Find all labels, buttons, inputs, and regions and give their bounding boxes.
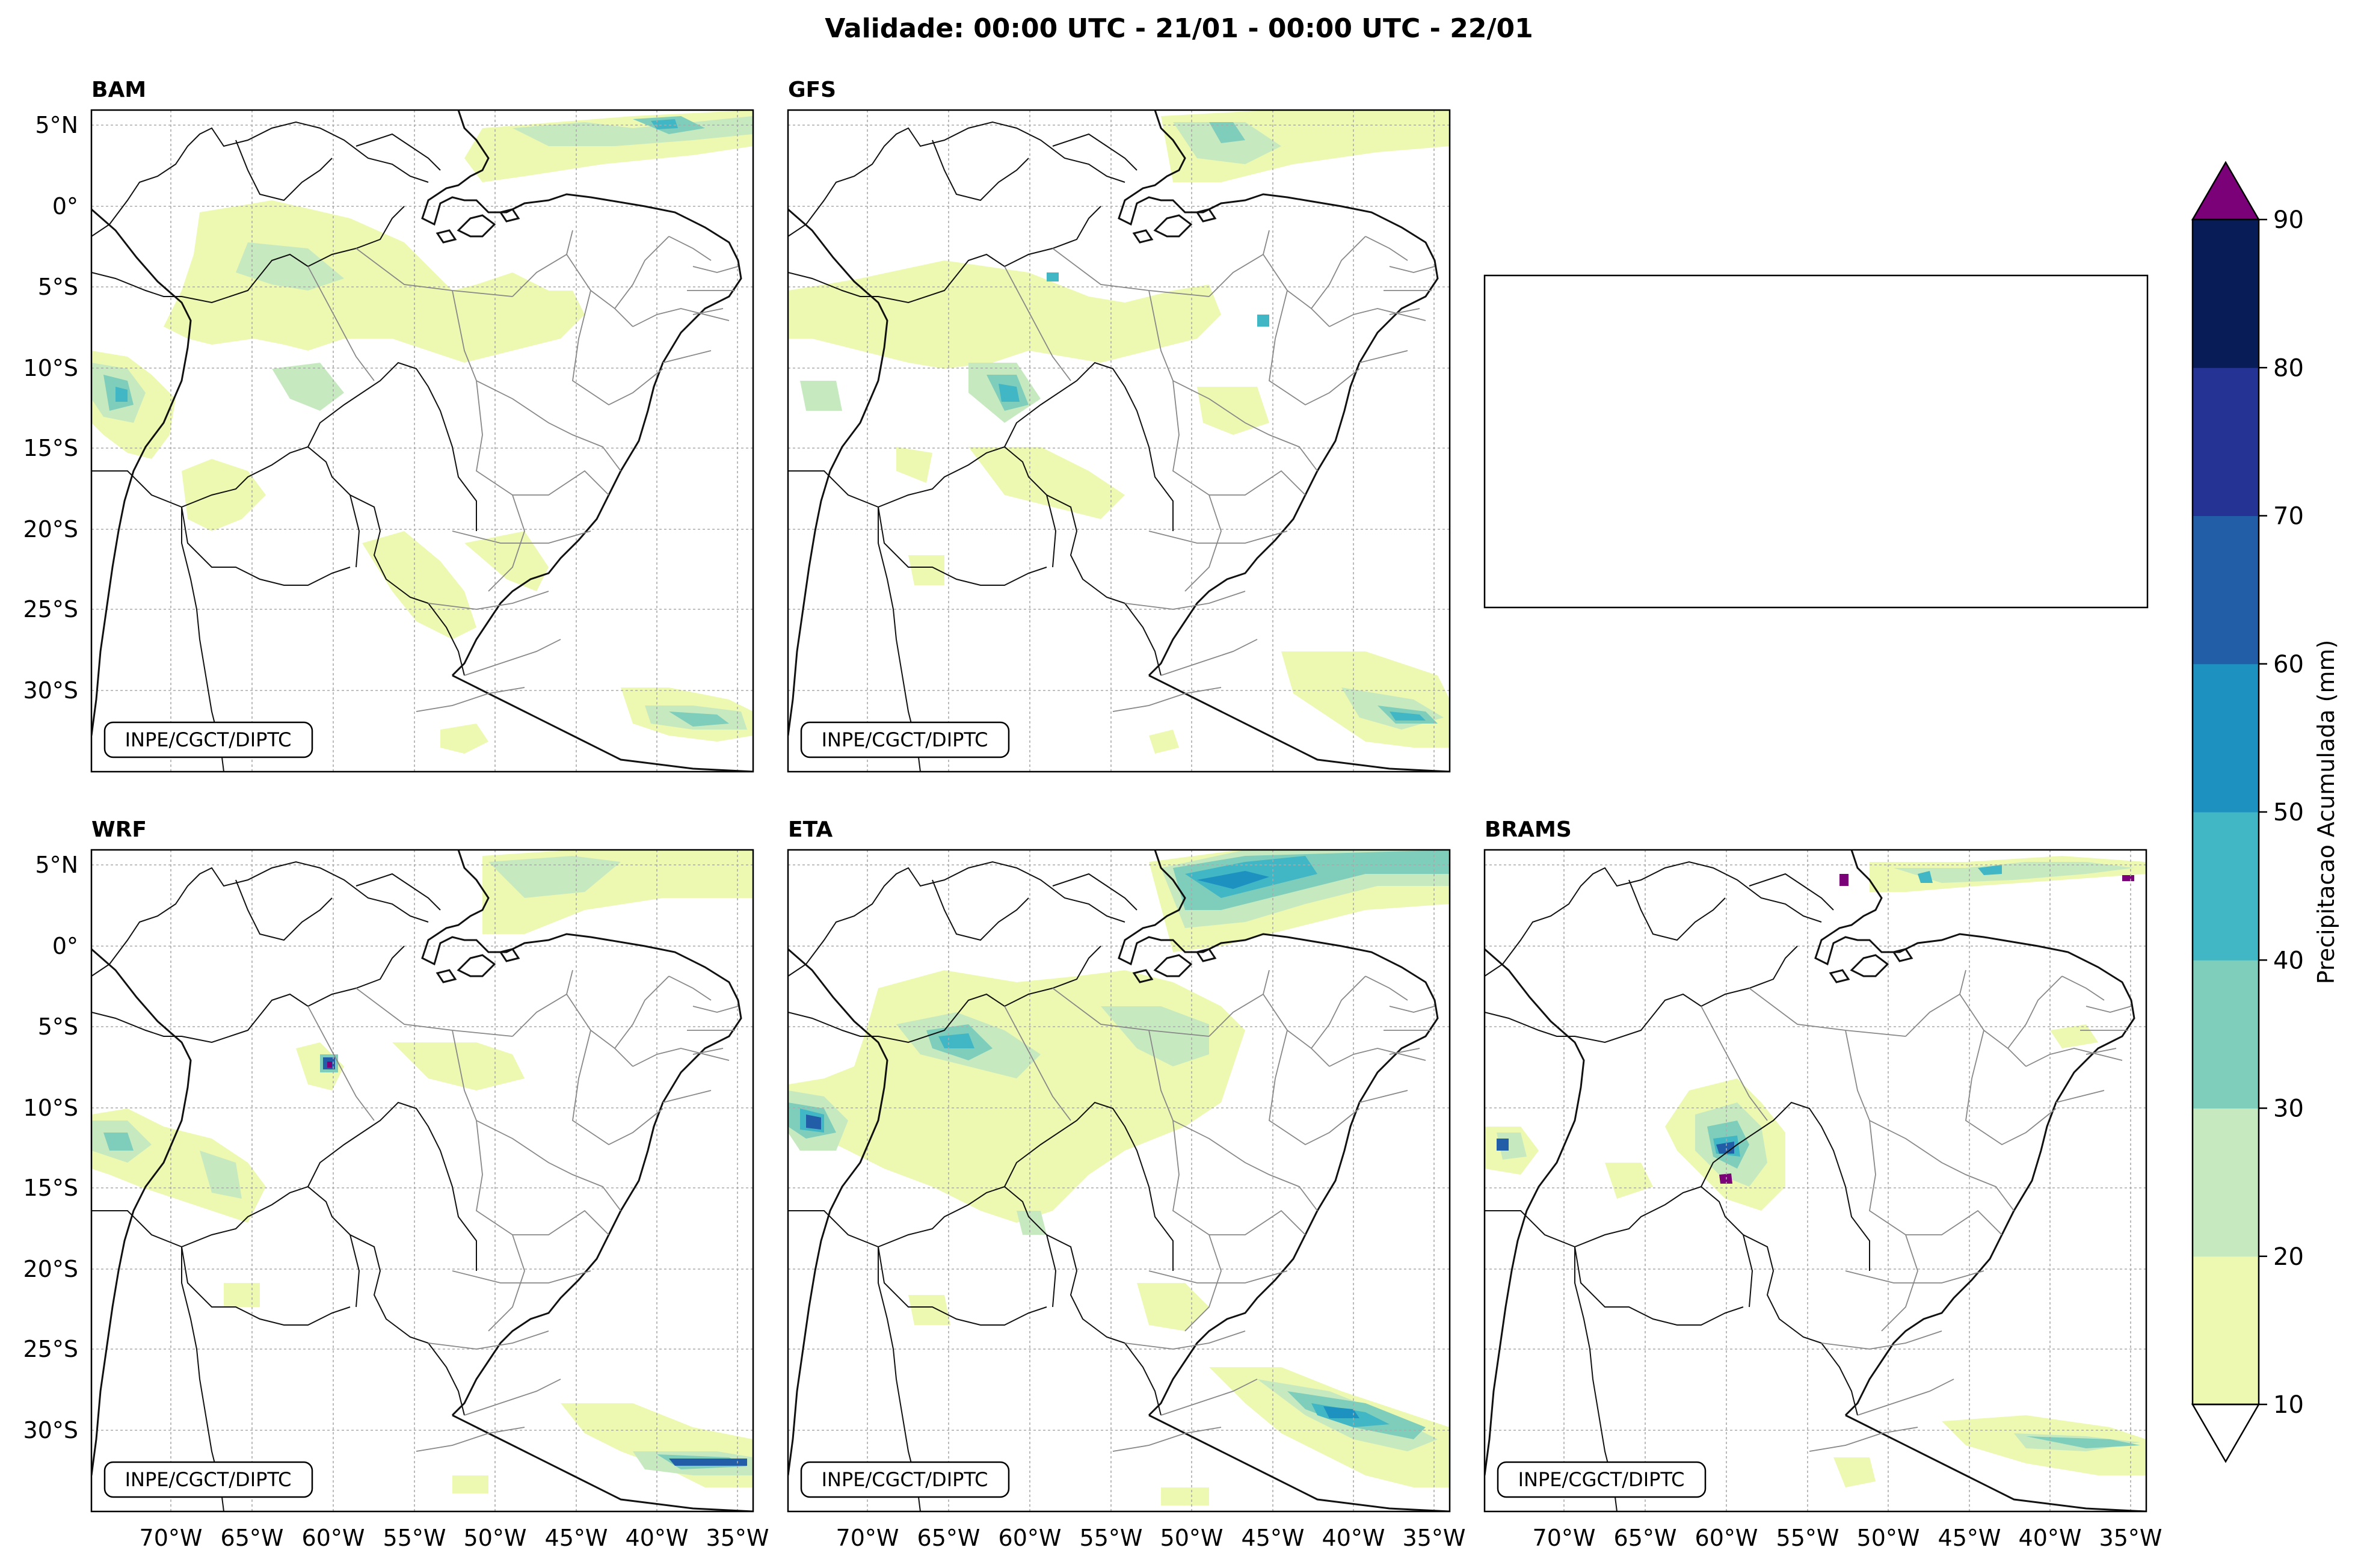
figure-title: Validade: 00:00 UTC - 21/01 - 00:00 UTC … [825,13,1533,44]
colorbar-bin [2193,812,2259,961]
colorbar-bin [2193,960,2259,1108]
lat-tick-label: 25°S [23,1336,78,1362]
lat-tick-label: 5°S [38,1013,78,1040]
map-frame [90,109,754,773]
credit-text: INPE/CGCT/DIPTC [125,728,292,751]
lat-tick-label: 20°S [23,516,78,543]
lat-tick-label: 5°S [38,274,78,300]
panel-bam: BAM INPE/CGCT/DIPTC [90,78,754,773]
lon-tick-label: 55°W [1080,1525,1143,1551]
colorbar-tick-label: 10 [2273,1391,2304,1419]
credit-box: INPE/CGCT/DIPTC [103,721,313,758]
lon-tick-label: 50°W [464,1525,527,1551]
credit-text: INPE/CGCT/DIPTC [822,728,988,751]
map-area [788,850,1450,1511]
lat-tick-label: 0° [52,193,78,220]
lon-tick-label: 65°W [917,1525,980,1551]
lat-tick-label: 10°S [23,1095,78,1121]
lon-tick-label: 35°W [706,1525,769,1551]
colorbar-extend-max-arrow [2191,161,2261,221]
lat-tick-label: 25°S [23,596,78,623]
credit-text: INPE/CGCT/DIPTC [1518,1468,1685,1491]
map-area [1485,850,2146,1511]
lon-tick-label: 70°W [836,1525,899,1551]
colorbar-tick-label: 20 [2273,1243,2304,1271]
panel-title: ETA [788,817,833,842]
panel-wrf: WRF INPE/CGCT/DIPTC [90,817,754,1513]
colorbar-tick-label: 60 [2273,651,2304,678]
map-area [788,110,1450,772]
lon-tick-label: 55°W [1776,1525,1839,1551]
map-area [91,850,753,1511]
colorbar-tick-label: 40 [2273,947,2304,974]
colorbar-bin [2193,663,2259,813]
lat-tick-label: 10°S [23,355,78,381]
lat-tick-label: 30°S [23,677,78,704]
lon-tick-label: 60°W [302,1525,365,1551]
map-area [91,110,753,772]
colorbar-bin [2193,367,2259,516]
lon-tick-label: 50°W [1160,1525,1224,1551]
lon-tick-label: 45°W [545,1525,608,1551]
panel-eta: ETA INPE/CGCT/DIPTC [787,817,1451,1513]
colorbar-tick-label: 90 [2273,206,2304,234]
colorbar-label: Precipitacao Acumulada (mm) [2313,640,2339,985]
lat-tick-label: 15°S [23,435,78,461]
lon-tick-label: 65°W [221,1525,284,1551]
lon-tick-label: 35°W [2099,1525,2163,1551]
lon-tick-label: 60°W [999,1525,1062,1551]
colorbar-bins [2193,220,2259,1405]
lon-tick-label: 40°W [626,1525,689,1551]
colorbar-tick-labels: 10 20 30 40 50 60 70 80 90 [2259,206,2304,1419]
lon-tick-label: 55°W [383,1525,446,1551]
lon-tick-label: 35°W [1403,1525,1466,1551]
panel-brams: BRAMS INPE/CGCT/DIPTC [1483,817,2147,1513]
colorbar-tick-label: 30 [2273,1095,2304,1123]
lon-tick-label: 70°W [140,1525,203,1551]
map-frame [787,109,1451,773]
colorbar-tick-label: 80 [2273,354,2304,382]
lon-tick-label: 45°W [1938,1525,2001,1551]
colorbar-bin [2193,1108,2259,1257]
panel-title: GFS [788,78,836,102]
colorbar-extend-min-arrow [2191,1403,2261,1463]
colorbar-bin [2193,515,2259,665]
colorbar: 10 20 30 40 50 60 70 80 90 Precipitacao Acumulad… [2191,161,2339,1463]
lat-tick-label: 20°S [23,1256,78,1282]
lon-tick-label: 50°W [1857,1525,1920,1551]
longitude-tick-labels: 70°W 65°W 60°W 55°W 50°W 45°W 40°W 35°W 70°W 65°W… [140,1525,2163,1551]
credit-box: INPE/CGCT/DIPTC [800,721,1010,758]
panel-title: WRF [91,817,147,842]
lat-tick-label: 5°N [35,852,78,878]
credit-text: INPE/CGCT/DIPTC [822,1468,988,1491]
lat-tick-label: 5°N [35,112,78,138]
panel-title: BAM [91,78,146,102]
lat-tick-label: 15°S [23,1175,78,1201]
lon-tick-label: 65°W [1614,1525,1677,1551]
lat-tick-label: 0° [52,933,78,959]
colorbar-tick-label: 50 [2273,799,2304,826]
credit-text: INPE/CGCT/DIPTC [125,1468,292,1491]
latitude-tick-labels: 5°N 0° 5°S 10°S 15°S 20°S 25°S 30°S 5°N 0° 5°S 10°S… [23,112,78,1443]
credit-box: INPE/CGCT/DIPTC [1497,1461,1707,1498]
lat-tick-label: 30°S [23,1417,78,1443]
lon-tick-label: 45°W [1242,1525,1305,1551]
lon-tick-label: 70°W [1533,1525,1596,1551]
colorbar-bin [2193,220,2259,368]
panel-title: BRAMS [1485,817,1572,842]
credit-box: INPE/CGCT/DIPTC [103,1461,313,1498]
map-frame [1483,849,2147,1513]
map-frame [787,849,1451,1513]
lon-tick-label: 60°W [1695,1525,1758,1551]
lon-tick-label: 40°W [2019,1525,2082,1551]
lon-tick-label: 40°W [1322,1525,1385,1551]
credit-box: INPE/CGCT/DIPTC [800,1461,1010,1498]
colorbar-bin [2193,1256,2259,1405]
panel-gfs: GFS INPE/CGCT/DIPTC [787,78,1451,773]
colorbar-tick-label: 70 [2273,503,2304,530]
empty-panel [1483,274,2149,609]
map-frame [90,849,754,1513]
